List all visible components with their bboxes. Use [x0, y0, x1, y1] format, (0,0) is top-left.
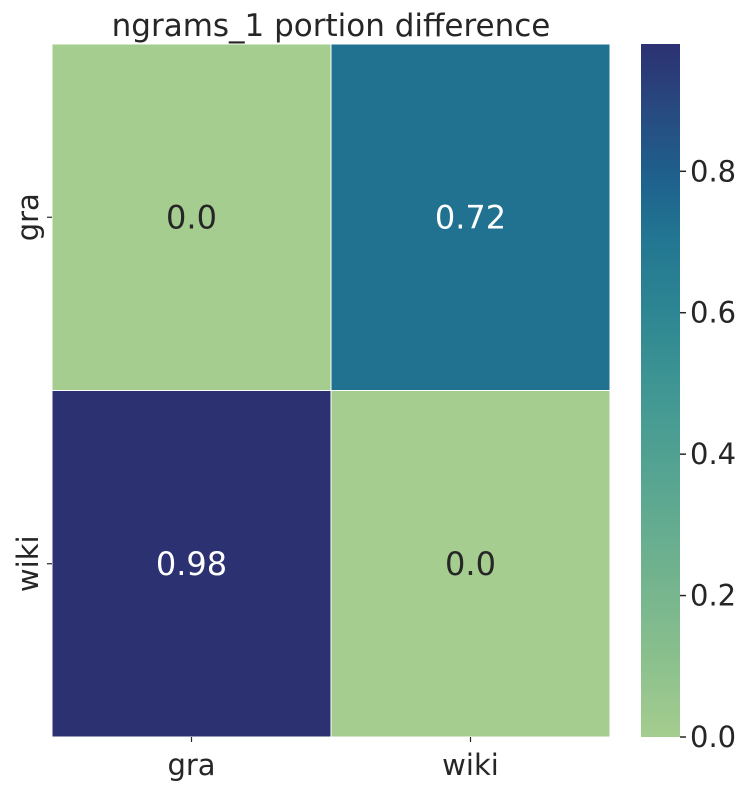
colorbar-tick-label: 0.4 — [690, 437, 736, 471]
heatmap-cell-label-wiki-wiki: 0.0 — [445, 545, 496, 583]
heatmap-cell-label-gra-gra: 0.0 — [166, 198, 217, 236]
colorbar — [641, 44, 680, 737]
heatmap-cells — [51, 43, 611, 738]
colorbar-tick-label: 0.2 — [690, 579, 736, 613]
x-axis-tick-labels: gra wiki — [167, 737, 499, 782]
x-tick-label-wiki: wiki — [442, 748, 499, 782]
y-tick-label-gra: gra — [11, 193, 45, 241]
colorbar-ticks: 0.0 0.2 0.4 0.6 0.8 — [680, 154, 736, 754]
heatmap-cell-label-wiki-gra: 0.98 — [156, 545, 227, 583]
x-tick-label-gra: gra — [167, 748, 215, 782]
y-axis-tick-labels: gra wiki — [11, 193, 52, 592]
heatmap-cell-wiki-gra — [51, 390, 332, 738]
heatmap-cell-labels: 0.0 0.72 0.98 0.0 — [156, 198, 506, 583]
heatmap-cell-label-gra-wiki: 0.72 — [435, 198, 506, 236]
colorbar-tick-label: 0.6 — [690, 296, 736, 330]
y-tick-label-wiki: wiki — [11, 535, 45, 592]
colorbar-tick-label: 0.8 — [690, 154, 736, 188]
chart-title: ngrams_1 portion difference — [112, 8, 551, 44]
colorbar-tick-label: 0.0 — [690, 720, 736, 754]
heatmap-cell-gra-gra — [51, 43, 332, 391]
heatmap-cell-gra-wiki — [330, 43, 611, 391]
heatmap-cell-wiki-wiki — [330, 390, 611, 738]
